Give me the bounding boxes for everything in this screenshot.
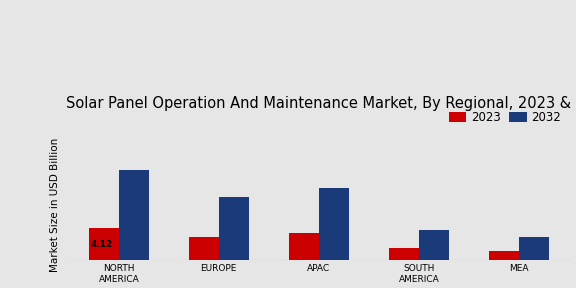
Bar — [219, 197, 249, 260]
Y-axis label: Market Size in USD Billion: Market Size in USD Billion — [50, 138, 60, 272]
Bar — [519, 237, 549, 260]
Bar — [319, 188, 349, 260]
Bar — [289, 233, 319, 260]
Bar — [119, 170, 149, 260]
Text: 4.12: 4.12 — [90, 240, 113, 249]
Bar — [89, 228, 119, 260]
Bar — [419, 230, 449, 260]
Bar — [189, 237, 219, 260]
Bar — [389, 249, 419, 260]
Bar — [489, 251, 519, 260]
Text: Solar Panel Operation And Maintenance Market, By Regional, 2023 & 2032: Solar Panel Operation And Maintenance Ma… — [66, 96, 576, 111]
Legend: 2023, 2032: 2023, 2032 — [444, 106, 566, 128]
